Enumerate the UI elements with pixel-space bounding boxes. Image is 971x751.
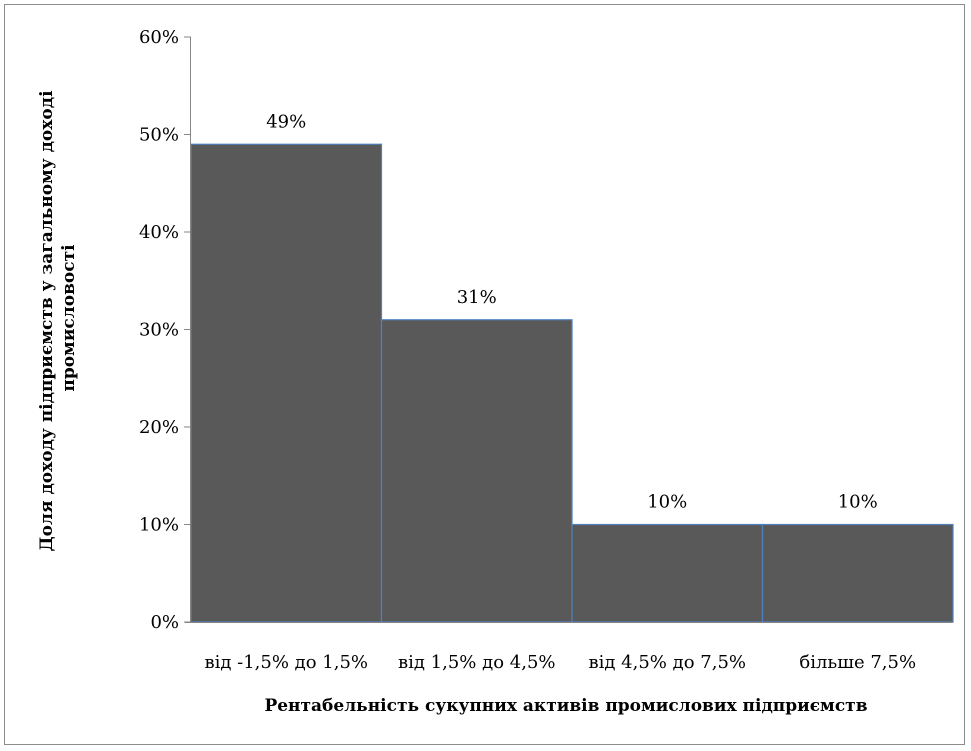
category-label-3: від 4,5% до 7,5% [588, 652, 746, 673]
axes-group [184, 36, 953, 623]
data-label-4: 10% [838, 492, 878, 513]
y-tick-label-3: 30% [139, 320, 179, 341]
y-axis-title-line-2: промисловості [59, 244, 79, 392]
bar-2 [380, 319, 573, 623]
y-tick-label-5: 50% [139, 125, 179, 146]
data-label-1: 49% [266, 111, 306, 132]
category-label-1: від -1,5% до 1,5% [204, 652, 368, 673]
bars-group [190, 143, 954, 623]
y-tick-label-0: 0% [150, 612, 179, 633]
data-label-2: 31% [457, 287, 497, 308]
y-axis-title: Доля доходу підприємств у загальному дох… [37, 85, 79, 552]
x-axis-title: Рентабельність сукупних активів промисло… [264, 696, 867, 716]
y-tick-label-4: 40% [139, 222, 179, 243]
category-label-2: від 1,5% до 4,5% [398, 652, 556, 673]
bar-4 [761, 523, 954, 623]
y-tick-label-6: 60% [139, 27, 179, 48]
y-axis-title-line-1: Доля доходу підприємств у загальному дох… [37, 90, 57, 552]
y-tick-label-2: 20% [139, 417, 179, 438]
data-label-3: 10% [647, 492, 687, 513]
labels-group: 49% від -1,5% до 1,5% 31% від 1,5% до 4,5% 1… [139, 27, 916, 673]
category-label-4: більше 7,5% [799, 652, 916, 673]
bar-3 [571, 523, 764, 623]
bar-1 [190, 143, 383, 623]
y-tick-label-1: 10% [139, 515, 179, 536]
